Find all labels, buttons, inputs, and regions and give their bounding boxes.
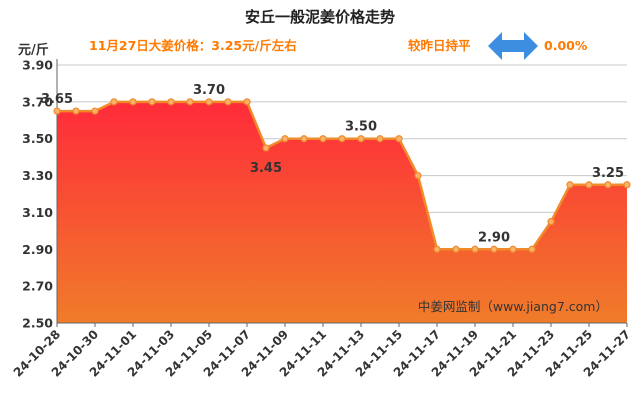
y-tick-label: 2.70 xyxy=(22,279,53,294)
data-label: 3.70 xyxy=(193,83,225,98)
y-tick-label: 3.90 xyxy=(22,58,53,73)
data-point xyxy=(509,245,517,253)
data-point xyxy=(281,135,289,143)
y-tick-label: 3.30 xyxy=(22,168,53,183)
chart-title: 安丘一般泥姜价格走势 xyxy=(245,8,395,26)
data-point xyxy=(357,135,365,143)
data-point xyxy=(395,135,403,143)
data-point xyxy=(452,245,460,253)
data-labels: 3.65 3.70 3.45 3.50 2.90 3.25 xyxy=(41,83,624,245)
area-fill xyxy=(57,101,627,323)
watermark-text: 中姜网监制（www.jiang7.com） xyxy=(418,299,608,314)
data-point xyxy=(528,245,536,253)
data-point xyxy=(205,98,213,106)
axes xyxy=(56,59,627,324)
data-point xyxy=(243,98,251,106)
data-point xyxy=(224,98,232,106)
data-point xyxy=(547,218,555,226)
double-arrow-icon xyxy=(488,32,538,60)
data-point xyxy=(167,98,175,106)
data-point xyxy=(262,144,270,152)
y-tick-labels: 3.90 3.70 3.50 3.30 3.10 2.90 2.70 2.50 xyxy=(22,58,53,331)
point-markers xyxy=(53,98,631,253)
y-tick-label: 3.50 xyxy=(22,131,53,146)
y-tick-label: 3.10 xyxy=(22,205,53,220)
data-point xyxy=(585,181,593,189)
data-point xyxy=(566,181,574,189)
data-point xyxy=(91,107,99,115)
y-tick-label: 3.70 xyxy=(22,94,53,109)
data-point xyxy=(110,98,118,106)
x-tick-labels: 24-10-2824-10-3024-11-0124-11-0324-11-05… xyxy=(11,323,633,380)
y-tick-label: 2.50 xyxy=(22,316,53,331)
data-point xyxy=(53,107,61,115)
area-shape xyxy=(57,101,627,323)
compare-text: 较昨日持平 xyxy=(408,38,471,53)
data-label: 3.50 xyxy=(345,120,377,135)
data-point xyxy=(148,98,156,106)
data-point xyxy=(186,98,194,106)
data-label: 3.45 xyxy=(250,161,282,176)
data-point xyxy=(129,98,137,106)
data-point xyxy=(414,171,422,180)
data-point xyxy=(319,135,327,143)
price-subtitle: 11月27日大姜价格：3.25元/斤左右 xyxy=(89,38,297,53)
data-point xyxy=(433,245,441,253)
y-unit-label: 元/斤 xyxy=(18,42,49,58)
change-percent: 0.00% xyxy=(544,38,588,53)
data-point xyxy=(338,135,346,143)
data-point xyxy=(471,245,479,253)
data-point xyxy=(490,245,498,253)
data-point xyxy=(72,107,80,115)
data-point xyxy=(376,135,384,143)
data-point xyxy=(604,181,612,189)
y-tick-label: 2.90 xyxy=(22,242,53,257)
data-label: 3.25 xyxy=(592,166,624,181)
data-label: 2.90 xyxy=(478,230,510,245)
data-label: 3.65 xyxy=(41,92,73,107)
data-point xyxy=(300,135,308,143)
data-point xyxy=(623,181,631,189)
